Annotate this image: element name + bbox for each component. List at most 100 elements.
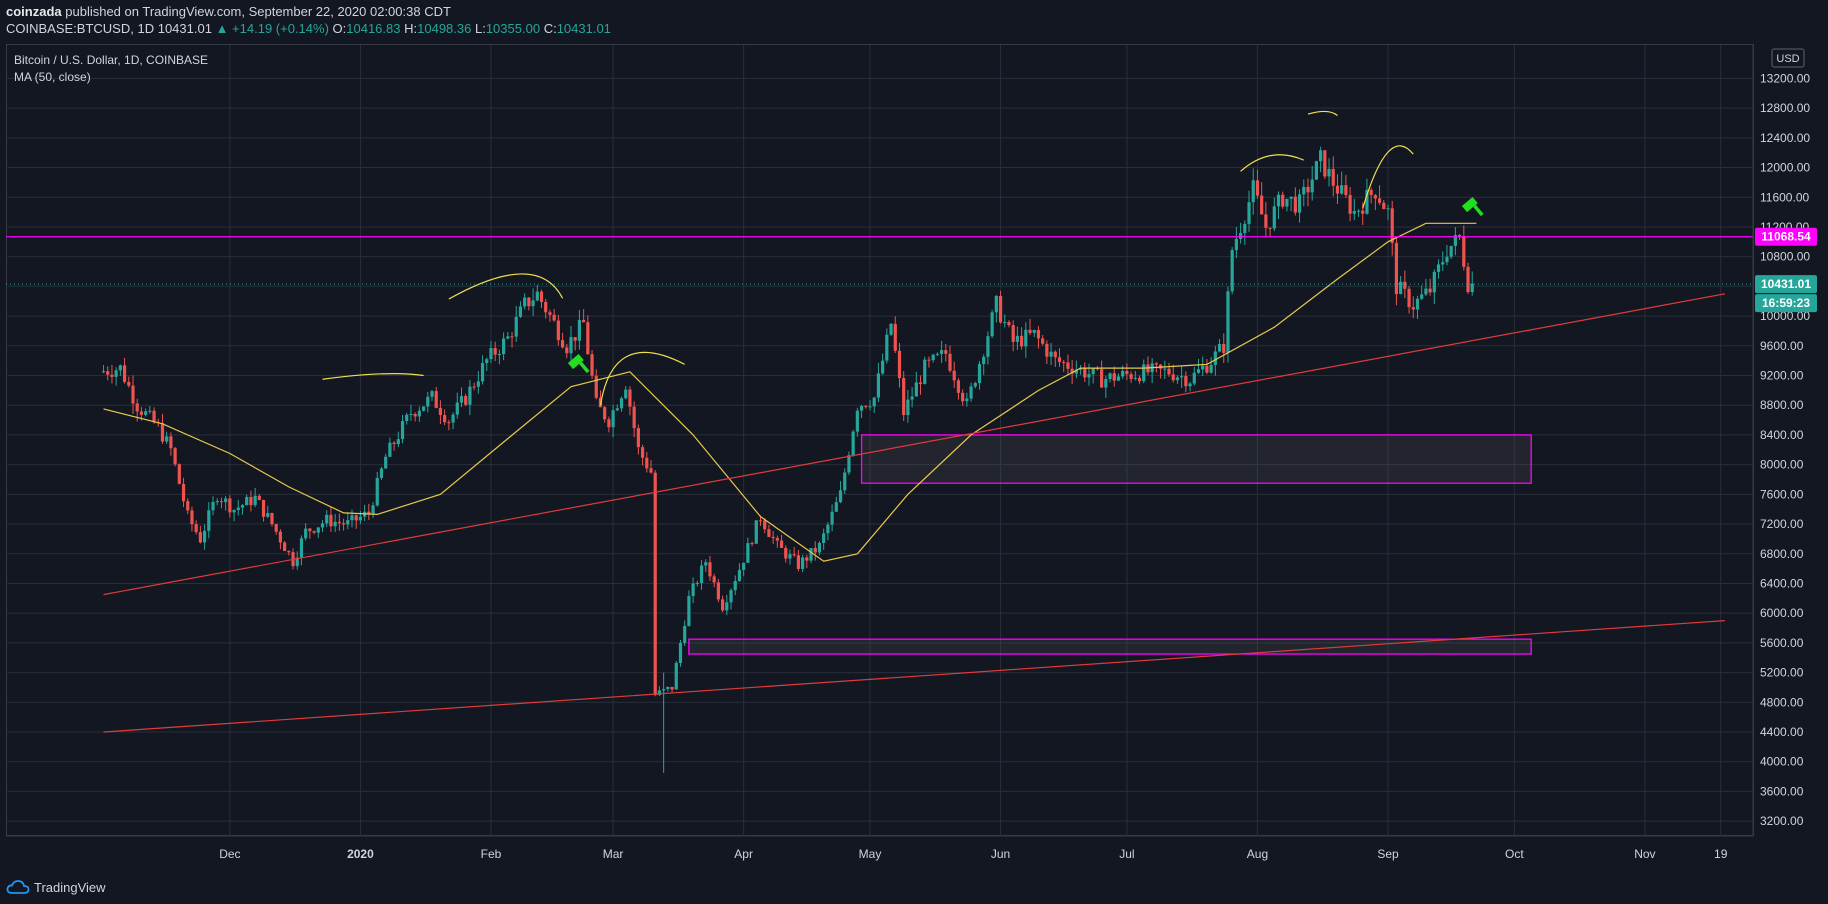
candle-body	[371, 505, 375, 514]
time-tick-label: Apr	[734, 847, 753, 861]
candle-body	[784, 547, 788, 559]
candle-body	[270, 513, 274, 525]
price-tick-label: 3200.00	[1760, 814, 1804, 828]
candle-body	[1167, 368, 1171, 375]
hammer-icon	[1461, 196, 1484, 217]
candle-body	[1331, 168, 1335, 186]
candle-body	[1306, 186, 1310, 193]
candle-body	[1213, 351, 1217, 365]
candle-body	[1070, 368, 1074, 374]
candle-body	[885, 334, 889, 361]
candle-body	[1247, 202, 1251, 224]
candle-body	[1108, 373, 1112, 379]
candle-body	[190, 510, 194, 525]
candle-body	[257, 495, 261, 500]
candle-body	[830, 511, 834, 525]
time-tick-label: Dec	[219, 847, 240, 861]
candle-body	[202, 530, 207, 543]
candle-body	[788, 554, 792, 559]
candle-body	[1154, 363, 1158, 365]
candle-body	[1201, 365, 1205, 370]
legend-title[interactable]: Bitcoin / U.S. Dollar, 1D, COINBASE	[14, 53, 208, 67]
candle-body	[1420, 294, 1424, 299]
candle-body	[931, 354, 935, 361]
candle-body	[316, 527, 320, 533]
candle-body	[413, 413, 417, 417]
candle-body	[1403, 281, 1407, 289]
price-tick-label: 12400.00	[1760, 131, 1810, 145]
low-label: L:	[474, 21, 486, 36]
footer: TradingView	[0, 872, 1828, 904]
price-tick-label: 4000.00	[1760, 755, 1804, 769]
candle-body	[1133, 377, 1137, 379]
currency-badge-text: USD	[1776, 53, 1799, 65]
candle-body	[232, 510, 236, 513]
author-name[interactable]: coinzada	[6, 4, 62, 19]
candle-body	[927, 359, 931, 361]
candle-body	[510, 336, 514, 338]
candle-body	[881, 360, 885, 374]
candle-body	[569, 337, 573, 354]
candle-body	[872, 397, 876, 407]
candle-body	[813, 548, 817, 553]
candle-body	[1222, 343, 1226, 353]
candle-body	[1428, 288, 1432, 293]
time-tick-label: Mar	[603, 847, 624, 861]
candle-body	[1453, 235, 1457, 246]
candle-body	[1116, 376, 1121, 381]
candle-body	[493, 348, 497, 355]
candle-body	[1386, 208, 1390, 210]
candle-body	[173, 448, 177, 465]
tradingview-logo[interactable]: TradingView	[6, 879, 106, 895]
candle-body	[1314, 161, 1319, 180]
time-axis[interactable]: Dec 2020 Feb Mar Apr May Jun Jul Aug Sep Oct Nov 19	[6, 835, 1753, 861]
candle-body	[1209, 364, 1213, 373]
candle-body	[737, 569, 742, 582]
candle-body	[632, 406, 636, 429]
time-tick-label: Jul	[1119, 847, 1134, 861]
candle-body	[337, 521, 341, 524]
candle-body	[1407, 288, 1411, 308]
hammer-head	[1461, 196, 1478, 213]
candle-body	[438, 407, 443, 416]
candle-body	[1323, 150, 1327, 177]
candle-body	[110, 374, 114, 377]
candle-body	[729, 590, 733, 603]
published-text: published on TradingView.com, September …	[65, 4, 451, 19]
candle-body	[843, 472, 847, 491]
candle-body	[1310, 179, 1314, 193]
candle-body	[1175, 377, 1180, 381]
candle-body	[1053, 351, 1057, 358]
candle-body	[653, 472, 657, 695]
price-tick-label: 10000.00	[1760, 309, 1810, 323]
candle-body	[1470, 283, 1474, 293]
candle-body	[822, 533, 826, 543]
candle-body	[552, 314, 556, 321]
candle-body	[152, 410, 156, 423]
price-axis[interactable]: 3200.00 3600.00 4000.00 4400.00 4800.00 5200.…	[1752, 45, 1810, 836]
candle-body	[106, 371, 110, 375]
candle-body	[590, 354, 594, 376]
candle-body	[139, 411, 144, 415]
candle-body	[346, 520, 350, 525]
candle-body	[851, 431, 855, 456]
candle-body	[826, 524, 830, 534]
candle-body	[716, 582, 720, 600]
support-zones	[688, 434, 1532, 655]
candle-body	[299, 538, 304, 558]
candle-body	[1377, 198, 1382, 203]
candle-body	[1264, 214, 1268, 228]
candle-body	[165, 436, 169, 442]
candle-body	[1087, 374, 1091, 378]
candle-body	[704, 562, 708, 566]
candle-body	[902, 378, 906, 416]
candle-body	[586, 322, 590, 355]
legend-indicator[interactable]: MA (50, close)	[14, 70, 91, 84]
candle-body	[240, 505, 245, 508]
candle-body	[973, 383, 977, 387]
candle-body	[1112, 373, 1116, 381]
open-label: O:	[332, 21, 347, 36]
high-value: 10498.36	[417, 21, 472, 36]
candle-body	[329, 514, 333, 527]
